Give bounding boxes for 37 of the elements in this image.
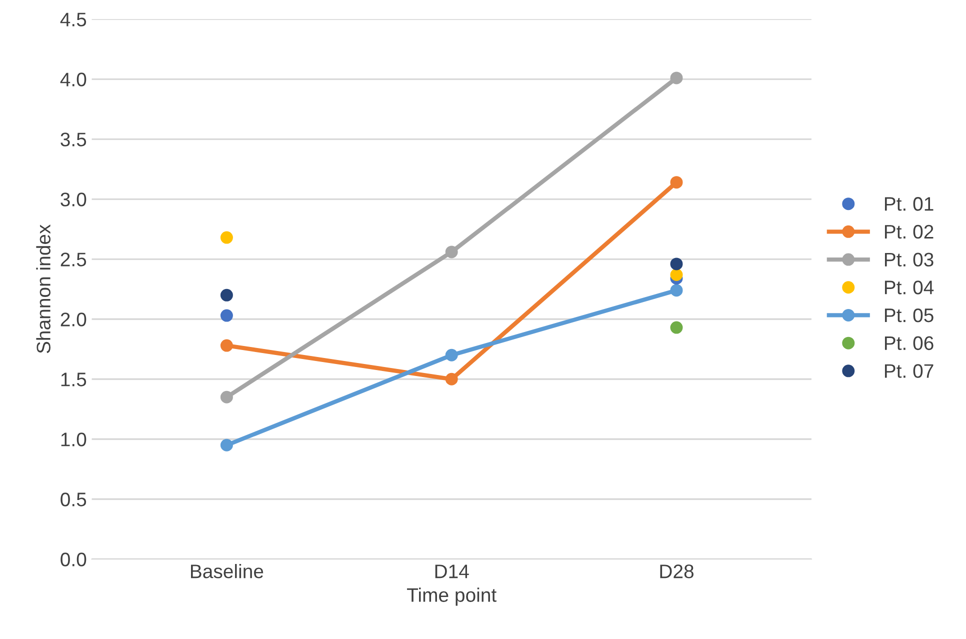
point [220,288,233,302]
legend-label: Pt. 04 [884,280,934,294]
y-tick-label: 0.5 [60,492,86,506]
y-tick-label: 4.0 [60,72,86,86]
y-axis-title: Shannon index [36,224,50,354]
point [670,321,683,334]
y-tick-label: 2.5 [60,252,86,266]
legend-label: Pt. 07 [884,364,934,378]
x-tick-label: D28 [660,564,694,578]
point [670,258,683,270]
legend-label: Pt. 05 [884,308,934,322]
y-tick-label: 4.5 [60,12,86,26]
x-tick-label: D14 [435,564,469,578]
point [220,309,233,322]
point [220,438,233,452]
y-tick-label: 2.0 [60,312,86,326]
point [445,372,458,386]
y-tick-label: 1.5 [61,372,86,386]
point [220,231,233,244]
legend-label: Pt. 03 [884,252,934,267]
legend-label: Pt. 01 [884,197,934,211]
point [445,246,458,258]
point [220,339,233,352]
point [220,390,233,404]
point [670,176,683,189]
point [445,348,458,362]
y-tick-label: 3.5 [60,132,86,146]
y-tick-label: 0.0 [60,552,86,566]
x-tick-label: Baseline [191,564,264,578]
point [670,284,683,297]
legend-label: Pt. 02 [884,224,934,239]
x-axis-title: Time point [407,588,496,606]
point [670,268,683,281]
y-tick-label: 1.0 [61,432,86,446]
y-tick-label: 3.0 [60,192,86,206]
legend-label: Pt. 06 [884,336,934,350]
point [670,72,683,84]
